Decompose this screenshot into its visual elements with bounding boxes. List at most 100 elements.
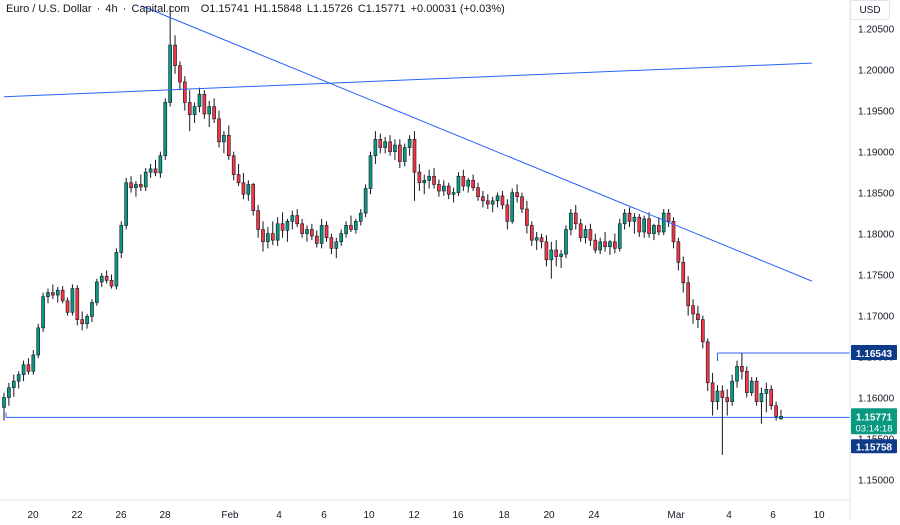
ohlc-close: C1.15771 xyxy=(357,3,406,15)
trend-line-rising xyxy=(3,62,812,98)
candle-body xyxy=(578,223,583,239)
candle-body xyxy=(559,253,563,257)
candle-body xyxy=(700,319,705,343)
candle-body xyxy=(613,241,617,249)
candle-body xyxy=(266,233,270,243)
candle-body xyxy=(143,171,148,188)
candle-body xyxy=(505,204,510,222)
candle-body xyxy=(334,241,339,249)
candle-body xyxy=(388,141,392,152)
candle-body xyxy=(603,241,607,248)
symbol-name[interactable]: Euro / U.S. Dollar xyxy=(6,3,92,15)
candle-body xyxy=(95,281,99,303)
candle-body xyxy=(104,275,109,281)
candle-body xyxy=(192,106,197,116)
candle-body xyxy=(466,180,471,187)
candle-body xyxy=(319,225,324,244)
currency-button[interactable]: USD xyxy=(850,0,890,20)
candle-body xyxy=(779,416,783,420)
candle-body xyxy=(481,196,485,202)
time-axis[interactable]: 20 22 26 28 Feb 4 6 10 12 16 18 20 24 Mar 4 6 10 xyxy=(27,510,825,521)
x-tick-label: 6 xyxy=(321,510,327,520)
candle-body xyxy=(2,397,6,408)
candle-body xyxy=(432,175,436,185)
candle-body xyxy=(158,155,163,174)
x-tick-label: 10 xyxy=(813,510,825,520)
separator: · xyxy=(96,3,101,15)
candle-body xyxy=(373,139,378,157)
candle-body xyxy=(451,192,456,195)
candle-body xyxy=(60,289,65,302)
candle-body xyxy=(354,221,358,230)
candle-body xyxy=(187,102,192,116)
candle-body xyxy=(652,225,656,234)
candle-body xyxy=(329,237,334,249)
candle-body xyxy=(500,195,505,206)
candle-body xyxy=(75,288,80,320)
candle-body xyxy=(256,210,260,230)
candle-body xyxy=(681,261,686,284)
candle-body xyxy=(197,93,202,107)
candle-body xyxy=(588,229,593,241)
x-tick-label: Feb xyxy=(221,510,239,520)
candle-body xyxy=(324,225,329,239)
price-label: 1.16543 xyxy=(856,349,893,360)
candle-body xyxy=(495,195,500,202)
candle-body xyxy=(412,139,417,173)
candle-body xyxy=(774,405,778,417)
horizontal-levels xyxy=(5,352,850,418)
candle-body xyxy=(139,184,143,188)
candle-body xyxy=(422,180,427,184)
candle-body xyxy=(534,237,539,241)
candle-body xyxy=(368,155,373,189)
candle-body xyxy=(70,288,75,313)
x-tick-label: 20 xyxy=(27,510,39,520)
candle-body xyxy=(598,241,603,251)
candle-body xyxy=(769,389,774,407)
candle-body xyxy=(637,216,642,233)
candle-body xyxy=(642,218,646,233)
candles xyxy=(2,5,783,455)
trend-lines[interactable] xyxy=(3,5,813,282)
candle-body xyxy=(593,239,598,251)
candle-body xyxy=(515,192,519,198)
candle-body xyxy=(163,102,168,157)
candle-body xyxy=(759,393,764,402)
candle-body xyxy=(55,289,60,296)
candle-body xyxy=(744,371,749,393)
price-label-bg xyxy=(851,345,897,361)
x-tick-label: 12 xyxy=(408,510,420,520)
price-change: +0.00031 (+0.03%) xyxy=(410,3,505,15)
candle-body xyxy=(99,275,104,283)
candle-body xyxy=(339,233,344,243)
candle-body xyxy=(715,390,720,402)
candle-body xyxy=(647,218,651,234)
candle-body xyxy=(46,292,50,298)
candle-body xyxy=(236,174,241,184)
interval-label[interactable]: 4h xyxy=(105,3,118,15)
candle-body xyxy=(349,225,353,230)
candle-body xyxy=(212,106,216,120)
candle-body xyxy=(134,184,138,189)
candle-body xyxy=(632,216,637,222)
candle-body xyxy=(251,184,256,211)
price-label: 1.15758 xyxy=(856,442,893,453)
candle-body xyxy=(446,185,451,195)
candle-body xyxy=(7,387,11,398)
candle-body xyxy=(80,319,85,325)
candle-body xyxy=(363,188,368,214)
candle-body xyxy=(749,380,754,393)
candle-body xyxy=(617,223,622,249)
candle-body xyxy=(661,212,666,233)
candle-body xyxy=(378,139,383,148)
candle-body xyxy=(720,390,725,398)
candle-body xyxy=(754,380,759,402)
x-tick-label: 22 xyxy=(71,510,83,520)
candle-body xyxy=(16,374,21,382)
candle-body xyxy=(207,106,212,115)
candle-body xyxy=(461,175,466,187)
x-tick-label: 20 xyxy=(543,510,555,520)
candle-body xyxy=(290,215,295,222)
